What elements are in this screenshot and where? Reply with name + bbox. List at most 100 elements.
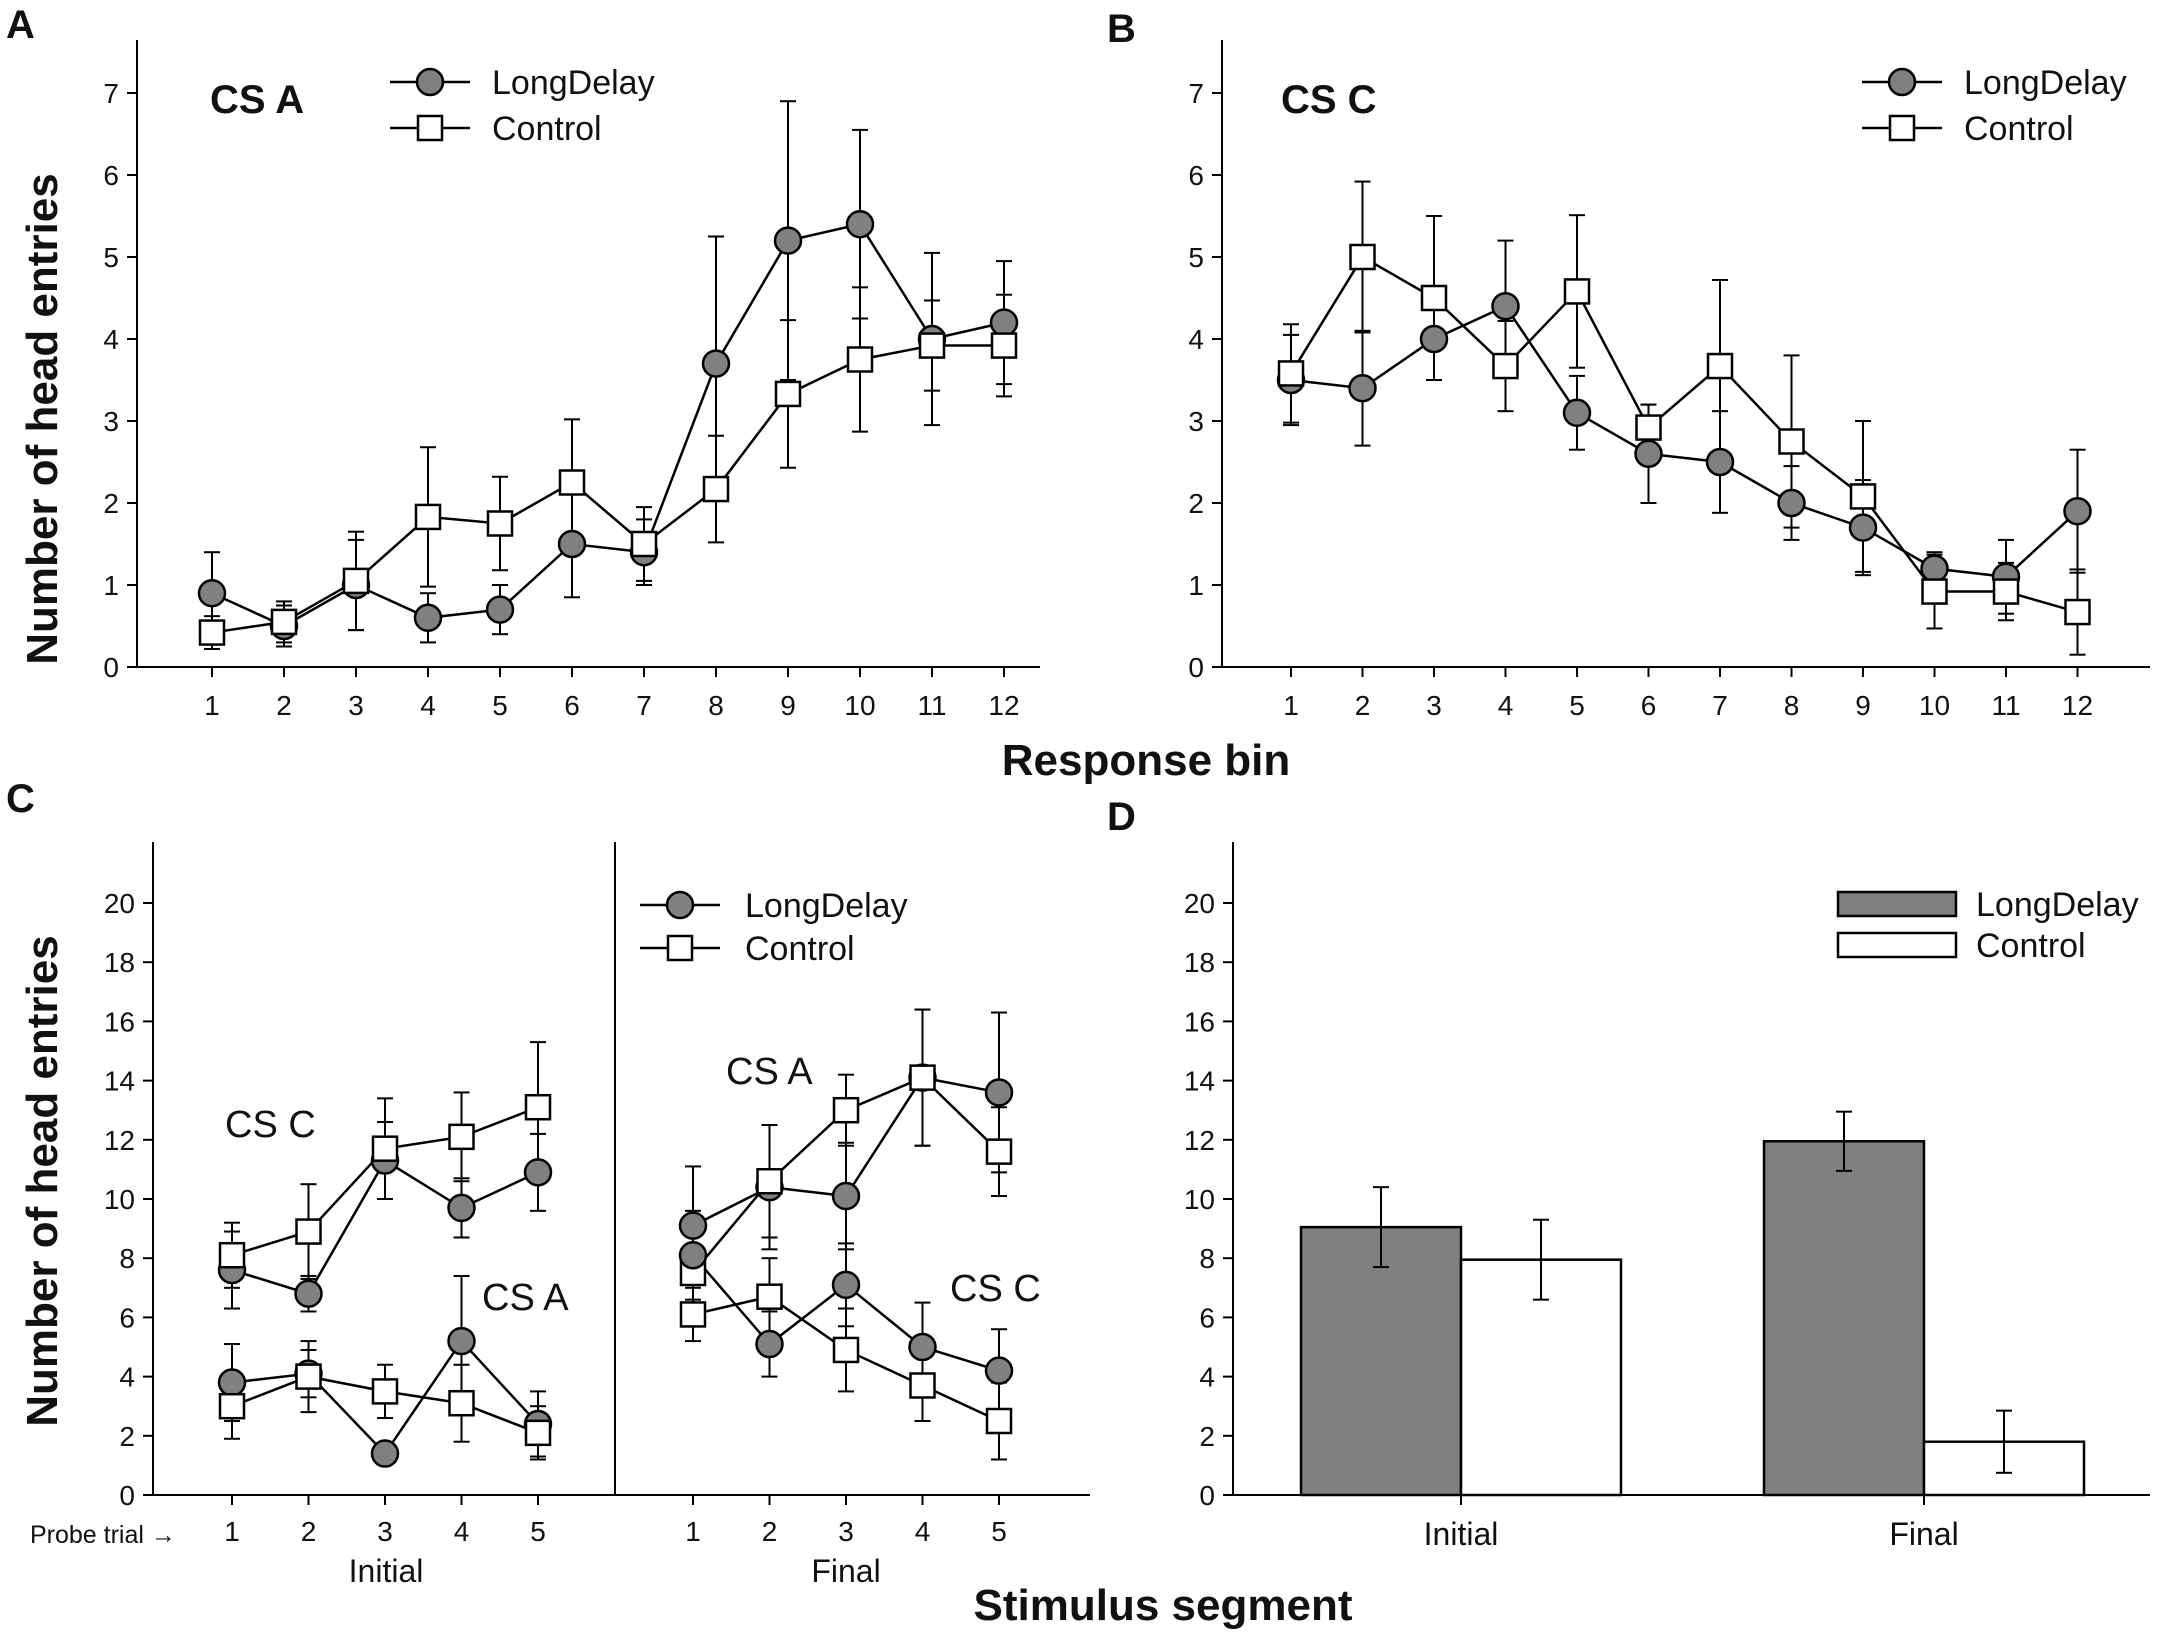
- panel-b-y-tick-label: 1: [1188, 570, 1204, 601]
- panel-letter-b: B: [1107, 7, 1136, 51]
- x-tick-label: 2: [762, 1516, 778, 1547]
- legend-c-longdelay-marker: [665, 890, 695, 920]
- control-point: [985, 1138, 1013, 1165]
- legend-c-longdelay-label: LongDelay: [745, 887, 908, 925]
- control-point: [448, 1123, 475, 1151]
- x-tick-label: 12: [2062, 690, 2093, 721]
- legend-b-control-marker: [1888, 114, 1916, 142]
- legend-b-longdelay-marker: [1887, 67, 1917, 97]
- control-point: [295, 1363, 322, 1390]
- longdelay-point: [701, 349, 731, 378]
- x-tick-label: 10: [1919, 690, 1950, 721]
- longdelay-point: [523, 1158, 553, 1187]
- x-tick-label: 6: [1641, 690, 1657, 721]
- panel-d-y-tick-label: 14: [1184, 1066, 1215, 1097]
- legend-panel-c: LongDelay Control: [640, 887, 908, 968]
- control-point: [1921, 578, 1948, 605]
- panel-a-y-tick-label: 0: [103, 652, 119, 683]
- control-point: [414, 503, 442, 531]
- control-series-line: [1289, 255, 2078, 614]
- legend-b-longdelay-label: LongDelay: [1964, 64, 2127, 102]
- control-point: [702, 475, 730, 503]
- panel-d-y-tick-label: 6: [1199, 1302, 1215, 1333]
- control-point: [1849, 483, 1877, 510]
- panel-c-y-tick-label: 14: [104, 1066, 135, 1097]
- longdelay-point: [831, 1270, 861, 1300]
- longdelay-point: [773, 226, 803, 255]
- longdelay-point: [845, 209, 875, 239]
- bottom-x-axis-title: Stimulus segment: [974, 1581, 1353, 1630]
- longdelay-point: [1705, 447, 1735, 477]
- control-point: [448, 1389, 475, 1417]
- legend-panel-d: LongDelay Control: [1836, 886, 2139, 965]
- panel-a-title: CS A: [210, 78, 304, 122]
- control-point: [985, 1407, 1013, 1435]
- panel-a-y-tick-label: 1: [103, 570, 119, 601]
- control-point: [1563, 278, 1591, 305]
- panel-a-y-tick-label: 7: [103, 78, 119, 109]
- control-point: [198, 619, 226, 646]
- longdelay-bar: [1299, 1225, 1463, 1497]
- longdelay-point: [984, 1356, 1014, 1385]
- x-tick-label: Initial: [1424, 1516, 1499, 1552]
- panel-d-y-tick-label: 4: [1199, 1362, 1215, 1393]
- x-tick-label: 2: [301, 1516, 317, 1547]
- plot-panel-d: 0 2 4 6 8 10 12 14 16 18 20 Initial Final: [1184, 842, 2150, 1552]
- panel-b-title: CS C: [1281, 78, 1377, 122]
- control-point: [909, 1372, 936, 1399]
- longdelay-point: [1920, 554, 1949, 583]
- control-point: [218, 1241, 246, 1269]
- x-tick-label: 11: [1991, 690, 2020, 721]
- legend-c-control-label: Control: [745, 930, 855, 968]
- longdelay-point: [1634, 439, 1663, 469]
- legend-c-control-marker: [666, 934, 694, 962]
- x-tick-label: 5: [991, 1516, 1007, 1547]
- longdelay-point: [413, 603, 443, 633]
- control-point: [1277, 360, 1305, 387]
- x-tick-label: Final: [1889, 1516, 1958, 1552]
- panel-d-y-tick-label: 8: [1199, 1243, 1215, 1274]
- x-tick-label: 2: [1355, 690, 1371, 721]
- longdelay-point: [678, 1211, 708, 1240]
- longdelay-point: [370, 1439, 400, 1468]
- x-tick-label: 1: [1283, 690, 1299, 721]
- control-point: [524, 1419, 552, 1447]
- bottom-y-axis-title: Number of head entries: [18, 935, 67, 1426]
- x-tick-label: 1: [224, 1516, 240, 1547]
- panel-letter-d: D: [1107, 795, 1136, 839]
- x-tick-label: 7: [636, 690, 652, 721]
- control-point: [218, 1392, 246, 1420]
- control-point: [558, 469, 586, 496]
- x-tick-label: 3: [377, 1516, 393, 1547]
- legend-panel-b: LongDelay Control: [1862, 64, 2127, 148]
- panel-d-y-tick-label: 2: [1199, 1421, 1215, 1452]
- longdelay-point: [908, 1332, 937, 1362]
- control-point: [295, 1218, 322, 1245]
- legend-d-control-label: Control: [1976, 927, 2086, 965]
- panel-a-y-tick-label: 5: [103, 242, 119, 273]
- x-tick-label: 1: [685, 1516, 701, 1547]
- longdelay-series-line: [211, 222, 1005, 628]
- x-tick-label: 9: [780, 690, 796, 721]
- longdelay-series-line: [1290, 304, 2079, 579]
- panel-a-y-tick-label: 3: [103, 406, 119, 437]
- control-series-line: [211, 344, 1004, 634]
- panel-d-y-tick-label: 0: [1199, 1480, 1215, 1511]
- control-point: [1492, 352, 1519, 380]
- longdelay-point: [294, 1279, 323, 1308]
- x-tick-label: 4: [1498, 690, 1514, 721]
- legend-b-control-label: Control: [1964, 110, 2074, 148]
- longdelay-point: [557, 529, 587, 559]
- legend-a-control-label: Control: [492, 110, 602, 148]
- x-tick-label: 7: [1712, 690, 1728, 721]
- panel-c-y-tick-label: 16: [104, 1006, 135, 1037]
- longdelay-point: [1848, 513, 1878, 542]
- panel-b-y-tick-label: 2: [1188, 488, 1204, 519]
- control-point: [918, 332, 946, 359]
- control-point: [1992, 578, 2020, 605]
- control-point: [832, 1336, 860, 1364]
